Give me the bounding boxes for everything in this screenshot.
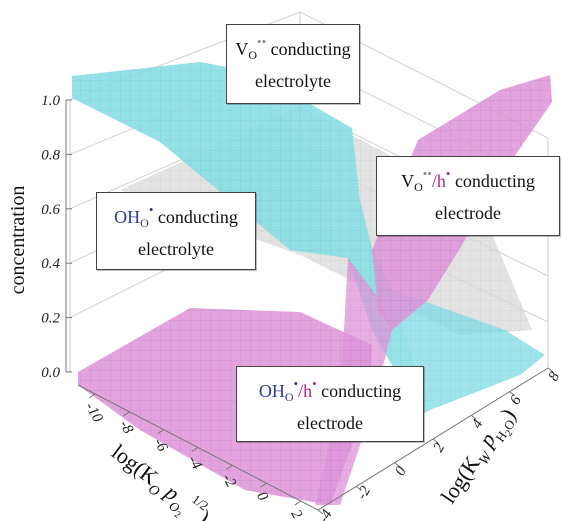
y-tick-mark	[394, 462, 400, 468]
label-bottom-box: OHO•/h• conducting electrode	[236, 366, 424, 442]
x-tick-mark	[191, 447, 199, 452]
y-tick-mark	[317, 509, 324, 515]
x-tick-mark	[88, 393, 96, 399]
y-axis-label: log(KW pH2O)	[435, 402, 524, 512]
y-tick-label: 2	[431, 440, 449, 455]
svg-text:log(KW pH2O): log(KW pH2O)	[435, 402, 524, 512]
cyan-surface-floor	[392, 290, 545, 410]
cyan-surface-top	[72, 62, 348, 258]
x-tick-label: 2	[287, 507, 305, 521]
y-tick-mark	[356, 485, 362, 491]
y-tick-label: 8	[546, 369, 563, 384]
z-tick-label: 0.8	[41, 147, 60, 163]
magenta-surface-floor	[78, 308, 372, 505]
y-tick-mark	[547, 367, 554, 373]
y-tick-label: 6	[507, 393, 525, 408]
y-tick-mark	[509, 391, 515, 397]
z-tick-label: 0.2	[41, 311, 60, 327]
z-axis: 0.0 0.2 0.4 0.6 0.8 1.0	[41, 93, 72, 381]
y-tick-label: 0	[392, 464, 410, 479]
x-tick-mark	[157, 429, 164, 435]
z-tick-label: 0.4	[41, 256, 60, 272]
z-tick-label: 0.6	[41, 202, 60, 218]
y-tick-label: -4	[316, 507, 336, 521]
y-tick-mark	[471, 414, 477, 420]
z-tick-label: 1.0	[41, 93, 60, 109]
label-top-box: VO•• conducting electrolyte	[226, 24, 360, 104]
x-tick-label: -10	[82, 400, 106, 426]
surfaces	[72, 62, 552, 505]
x-tick-mark	[260, 482, 267, 488]
z-axis-label: concentration	[7, 186, 29, 295]
x-tick-mark	[123, 411, 130, 417]
x-tick-mark	[226, 464, 233, 470]
x-tick-mark	[294, 500, 302, 506]
z-tick-label: 0.0	[41, 365, 60, 381]
label-left-box: OHO• conducting electrolyte	[96, 192, 256, 270]
label-right-box: VO••/h• conducting electrode	[376, 156, 560, 236]
y-tick-mark	[432, 438, 439, 444]
y-tick-label: 4	[469, 416, 487, 431]
